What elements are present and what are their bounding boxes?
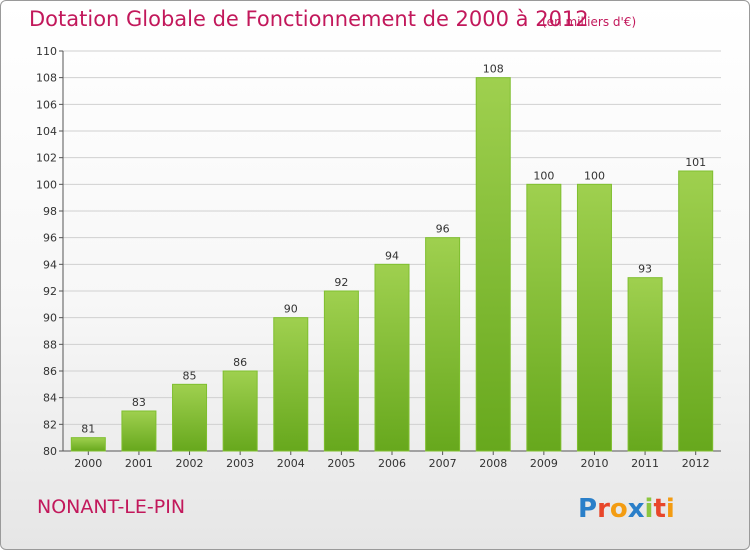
x-tick-label: 2008 [479, 457, 507, 470]
y-tick-label: 86 [43, 365, 57, 378]
y-tick-label: 92 [43, 285, 57, 298]
x-tick-label: 2003 [226, 457, 254, 470]
data-label: 101 [685, 156, 706, 169]
x-tick-label: 2002 [176, 457, 204, 470]
x-tick-label: 2012 [682, 457, 710, 470]
bar-2004 [273, 317, 309, 452]
x-tick-label: 2000 [74, 457, 102, 470]
y-tick-label: 102 [36, 152, 57, 165]
data-label: 94 [385, 249, 399, 262]
bar-2009 [526, 183, 562, 452]
data-label: 100 [584, 169, 605, 182]
y-tick-label: 98 [43, 205, 57, 218]
bar-2010 [576, 183, 612, 452]
bar-2005 [323, 290, 359, 452]
y-tick-label: 96 [43, 232, 57, 245]
y-tick-label: 106 [36, 98, 57, 111]
y-tick-label: 84 [43, 392, 57, 405]
y-tick-label: 82 [43, 418, 57, 431]
y-tick-label: 100 [36, 178, 57, 191]
bar-2007 [425, 237, 461, 452]
data-label: 92 [334, 276, 348, 289]
commune-name: NONANT-LE-PIN [37, 496, 186, 518]
bar-2001 [121, 410, 157, 452]
y-tick-label: 88 [43, 338, 57, 351]
data-label: 93 [638, 263, 652, 276]
y-tick-label: 110 [36, 45, 57, 58]
x-tick-label: 2007 [429, 457, 457, 470]
data-label: 100 [533, 169, 554, 182]
svg-text:Proxiti: Proxiti [578, 494, 675, 524]
bar-2012 [678, 170, 714, 452]
bar-2003 [222, 370, 258, 452]
y-tick-label: 90 [43, 312, 57, 325]
x-tick-label: 2009 [530, 457, 558, 470]
x-tick-label: 2005 [327, 457, 355, 470]
proxiti-logo: Proxiti [578, 494, 675, 524]
data-label: 83 [132, 396, 146, 409]
bars [70, 77, 714, 452]
data-label: 86 [233, 356, 247, 369]
bar-2002 [172, 383, 208, 452]
x-tick-label: 2004 [277, 457, 305, 470]
x-tick-label: 2001 [125, 457, 153, 470]
data-label: 85 [183, 369, 197, 382]
bar-2008 [475, 77, 511, 452]
x-tick-label: 2011 [631, 457, 659, 470]
chart-units: (en milliers d'€) [542, 15, 637, 29]
data-label: 90 [284, 303, 298, 316]
bar-2011 [627, 277, 663, 452]
y-tick-label: 94 [43, 258, 57, 271]
y-tick-label: 104 [36, 125, 57, 138]
x-tick-label: 2010 [580, 457, 608, 470]
x-tick-label: 2006 [378, 457, 406, 470]
data-label: 108 [483, 63, 504, 76]
y-tick-label: 80 [43, 445, 57, 458]
y-tick-label: 108 [36, 72, 57, 85]
labels: 80 82 84 86 88 90 92 94 96 98 100 102 104 106 108 110 81… [36, 45, 710, 470]
bar-2000 [70, 437, 106, 452]
data-label: 81 [81, 423, 95, 436]
chart-title: Dotation Globale de Fonctionnement de 20… [29, 7, 589, 31]
bar-2006 [374, 263, 410, 452]
data-label: 96 [436, 223, 450, 236]
